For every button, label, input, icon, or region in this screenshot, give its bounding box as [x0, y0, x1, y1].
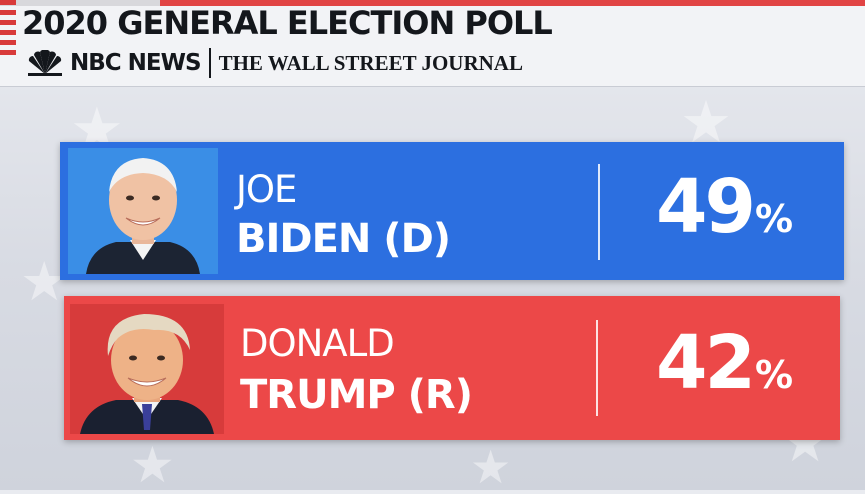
- header-banner: 2020 GENERAL ELECTION POLL NBC NEWS THE …: [0, 0, 865, 87]
- percent-symbol: %: [754, 353, 794, 397]
- star-icon: ★: [130, 436, 175, 494]
- star-icon: ★: [470, 440, 512, 494]
- candidate-percent: 42%: [656, 320, 793, 406]
- source-logos: NBC NEWS THE WALL STREET JOURNAL: [26, 46, 523, 80]
- card-divider: [596, 320, 598, 416]
- nbc-peacock-icon: [28, 50, 62, 76]
- nbc-news-logo: NBC NEWS: [70, 50, 202, 76]
- candidate-card-biden: JOE BIDEN (D) 49%: [60, 142, 844, 280]
- candidate-photo-trump: [70, 304, 224, 434]
- logo-divider: [208, 48, 211, 78]
- candidate-first-name: DONALD: [240, 322, 395, 365]
- percent-symbol: %: [754, 197, 794, 241]
- wsj-logo: THE WALL STREET JOURNAL: [218, 50, 523, 75]
- candidate-last-name: TRUMP (R): [240, 372, 473, 418]
- percent-value: 49: [656, 164, 756, 250]
- candidate-last-name: BIDEN (D): [236, 216, 451, 262]
- flag-stripes: [0, 0, 16, 66]
- candidate-percent: 49%: [656, 164, 793, 250]
- candidate-photo-biden: [68, 148, 218, 274]
- poll-title: 2020 GENERAL ELECTION POLL: [22, 4, 553, 42]
- candidate-card-trump: DONALD TRUMP (R) 42%: [64, 296, 840, 440]
- percent-value: 42: [656, 320, 756, 406]
- candidate-first-name: JOE: [236, 168, 297, 211]
- card-divider: [598, 164, 600, 260]
- top-stripe: [0, 0, 865, 6]
